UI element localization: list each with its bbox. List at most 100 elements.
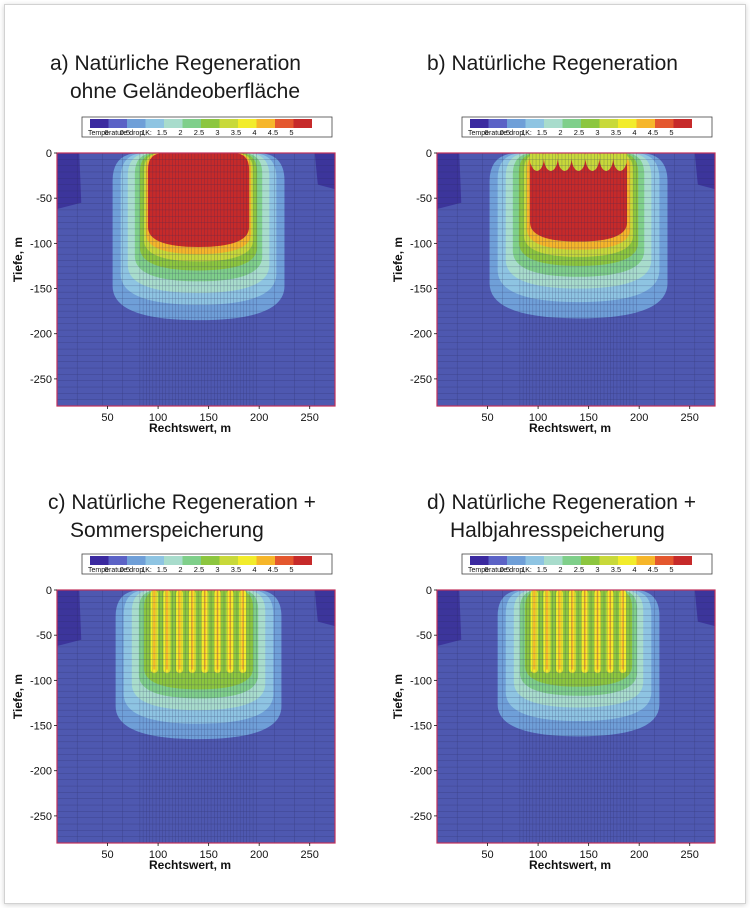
legend-swatch — [108, 556, 127, 565]
borehole-core — [165, 590, 168, 670]
borehole-core — [609, 590, 612, 670]
heatmap-plot: Temperature drop,K:0 0.5 1 1.5 2 2.5 3 3.5 4 4.5 5… — [11, 553, 336, 872]
legend-swatch — [108, 119, 127, 128]
x-tick-label: 200 — [250, 849, 268, 861]
legend-swatch — [182, 119, 201, 128]
heatmap-plot: Temperature drop,K:0 0.5 1 1.5 2 2.5 3 3.5 4 4.5 5… — [391, 553, 716, 872]
legend-tick-label: 5 — [289, 565, 293, 574]
legend: Temperature drop,K:0 0.5 1 1.5 2 2.5 3 3.5 4 4.5 5 — [461, 116, 713, 138]
y-tick-label: -100 — [30, 238, 52, 250]
core-scallop — [571, 153, 586, 171]
core-scallop — [529, 153, 544, 171]
legend-swatch — [256, 119, 275, 128]
surface-patch — [694, 153, 715, 190]
panel-d: d) Natürliche Regeneration + Halbjahress… — [380, 440, 750, 880]
legend-tick-label: 2.5 — [194, 565, 204, 574]
y-tick-label: -100 — [30, 675, 52, 687]
x-axis-label: Rechtswert, m — [529, 421, 611, 435]
legend-tick-label: 1.5 — [157, 565, 167, 574]
legend-tick-label: 4.5 — [268, 565, 278, 574]
y-tick-label: -200 — [410, 329, 432, 341]
mesh-grid — [57, 153, 335, 406]
legend-swatch — [182, 556, 201, 565]
legend-swatch — [256, 556, 275, 565]
borehole-core — [621, 590, 624, 670]
plot-border — [436, 589, 716, 844]
x-axis-label: Rechtswert, m — [529, 858, 611, 872]
plot-area — [437, 153, 715, 406]
legend-tick-label: 2 — [558, 565, 562, 574]
x-tick-label: 150 — [579, 412, 597, 424]
y-tick-label: 0 — [46, 148, 52, 160]
legend-swatch — [145, 556, 164, 565]
y-tick-label: -250 — [410, 811, 432, 823]
legend-tick-label: 3 — [595, 128, 599, 137]
y-axis-label: Tiefe, m — [391, 237, 405, 282]
legend-swatch — [599, 119, 618, 128]
legend-title: Temperature drop,K: — [88, 130, 152, 137]
x-tick-label: 150 — [579, 849, 597, 861]
legend-tick-label: 1 — [521, 128, 525, 137]
x-tick-label: 200 — [250, 412, 268, 424]
legend-tick-label: 5 — [669, 565, 673, 574]
legend-swatch — [470, 556, 489, 565]
legend-swatch — [581, 556, 600, 565]
legend-swatch — [219, 556, 238, 565]
legend-swatch — [618, 119, 637, 128]
legend-tick-label: 2 — [558, 128, 562, 137]
legend-tick-label: 1.5 — [537, 565, 547, 574]
x-tick-label: 50 — [101, 412, 113, 424]
legend-swatch — [507, 556, 526, 565]
legend-swatch — [599, 556, 618, 565]
legend-swatch — [127, 556, 146, 565]
legend-swatch — [90, 556, 109, 565]
x-tick-label: 50 — [101, 849, 113, 861]
legend-swatch — [127, 119, 146, 128]
surface-patch — [57, 590, 82, 647]
plot-border — [436, 152, 716, 407]
y-axis-label: Tiefe, m — [391, 674, 405, 719]
heatmap-plot: Temperature drop,K:0 0.5 1 1.5 2 2.5 3 3.5 4 4.5 5… — [11, 116, 336, 435]
y-tick-label: -150 — [410, 721, 432, 733]
legend-tick-label: 4 — [252, 128, 256, 137]
panel-title: d) Natürliche Regeneration + Halbjahress… — [380, 440, 750, 542]
legend-swatch — [636, 119, 655, 128]
x-axis-label: Rechtswert, m — [149, 421, 231, 435]
legend-swatch — [525, 556, 544, 565]
panel-a: a) Natürliche Regeneration ohne Geländeo… — [0, 0, 370, 440]
borehole-core — [229, 590, 232, 670]
legend-swatch — [164, 119, 183, 128]
x-tick-label: 200 — [630, 412, 648, 424]
panel-title-line1: b) Natürliche Regeneration — [427, 52, 678, 75]
panel-title-line1: a) Natürliche Regeneration — [50, 52, 301, 75]
legend-swatch — [673, 119, 692, 128]
legend-swatch — [275, 119, 294, 128]
x-tick-label: 250 — [301, 412, 319, 424]
x-tick-label: 100 — [149, 849, 167, 861]
legend-tick-label: 1 — [141, 565, 145, 574]
legend-tick-label: 0.5 — [500, 565, 510, 574]
core-scallop — [585, 153, 600, 171]
legend-swatch — [90, 119, 109, 128]
legend-tick-label: 4 — [632, 128, 636, 137]
borehole-core — [203, 590, 206, 670]
legend-title: Temperature drop,K: — [468, 567, 532, 574]
core-scallop — [557, 153, 572, 171]
legend-swatch — [164, 556, 183, 565]
legend-swatch — [470, 119, 489, 128]
legend-swatch — [618, 556, 637, 565]
legend-tick-label: 0 — [104, 565, 108, 574]
legend-swatch — [544, 556, 563, 565]
legend-tick-label: 0.5 — [500, 128, 510, 137]
borehole-core — [178, 590, 181, 670]
legend: Temperature drop,K:0 0.5 1 1.5 2 2.5 3 3.5 4 4.5 5 — [81, 553, 333, 575]
surface-patch — [694, 590, 715, 627]
legend-tick-label: 4.5 — [648, 128, 658, 137]
x-tick-label: 250 — [681, 412, 699, 424]
y-axis-label: Tiefe, m — [11, 237, 25, 282]
panel-title: c) Natürliche Regeneration + Sommerspeic… — [0, 440, 370, 542]
surface-patch — [437, 153, 462, 210]
x-tick-label: 150 — [199, 412, 217, 424]
legend-tick-label: 0.5 — [120, 565, 130, 574]
legend-swatch — [488, 119, 507, 128]
